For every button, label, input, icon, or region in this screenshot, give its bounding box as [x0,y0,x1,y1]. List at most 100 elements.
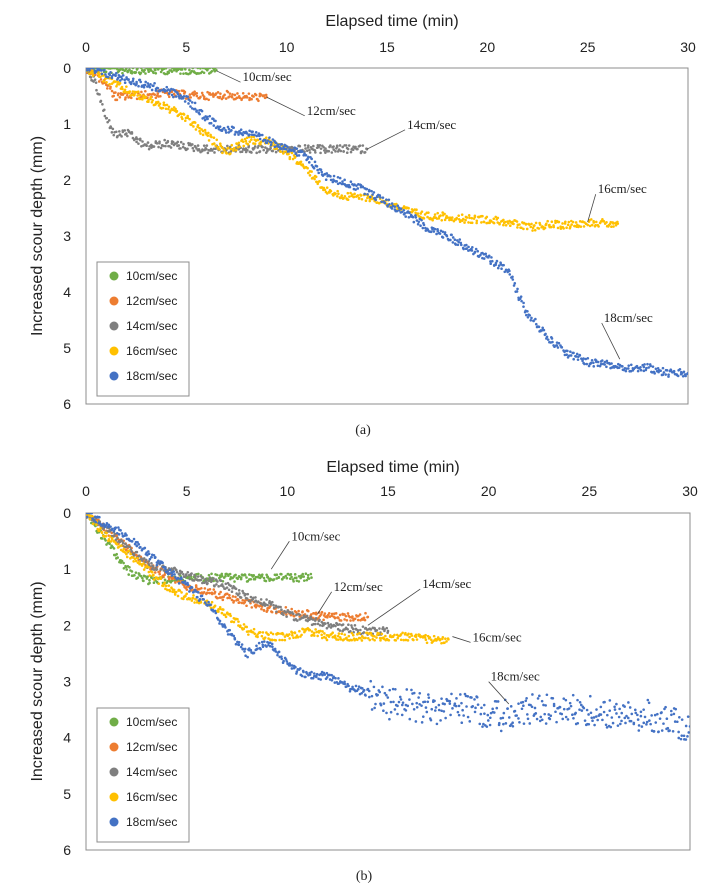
data-point [268,638,272,642]
annotation-label: 10cm/sec [291,528,340,543]
data-point [492,221,496,225]
data-point [266,139,270,142]
data-point [300,633,303,637]
data-point [217,610,220,613]
annotation-label: 16cm/sec [598,181,647,196]
data-point [139,80,143,84]
data-point [284,574,288,578]
data-point [312,144,315,148]
data-point [417,220,421,224]
data-point [280,638,284,642]
data-point [319,629,322,633]
x-tick-label: 10 [280,483,296,499]
data-point [344,144,348,147]
data-point [101,102,104,106]
data-point [242,623,246,626]
data-point [270,642,274,646]
data-point [196,595,199,599]
data-point [249,577,253,581]
data-point [340,194,344,197]
data-point [373,634,376,638]
data-point [468,216,471,220]
data-point [345,636,348,640]
data-point [157,582,161,585]
data-point [617,366,621,369]
data-point [256,647,259,650]
data-point [402,208,406,212]
data-point [610,362,613,365]
data-point [237,640,241,644]
data-point [282,659,285,663]
data-point [356,633,359,636]
data-point [453,238,457,242]
data-point [175,570,179,574]
data-point [624,369,628,373]
data-point [429,638,433,642]
data-point [176,576,180,580]
data-point [665,369,669,372]
data-point [128,545,132,549]
data-point [678,715,681,719]
data-point [361,185,365,189]
data-point [364,199,368,202]
data-point [400,713,404,717]
data-point [228,628,232,632]
data-point [116,556,119,559]
data-point [542,703,545,707]
data-point [149,96,153,99]
data-point [592,365,596,368]
data-point [224,574,227,578]
data-point [305,578,309,582]
data-point [291,157,295,161]
data-point [238,601,241,604]
data-point [151,99,155,102]
data-point [336,634,340,638]
data-point [455,216,459,220]
data-point [569,225,572,229]
data-point [111,538,114,541]
data-point [404,215,408,218]
data-point [210,135,213,139]
data-point [395,209,399,213]
data-point [257,600,260,603]
data-point [197,72,201,75]
data-point [490,256,493,259]
data-point [383,691,387,695]
data-point [126,70,129,74]
data-point [195,91,199,95]
legend-marker [109,742,119,752]
data-point [243,650,246,653]
data-point [127,78,130,81]
data-point [645,366,648,370]
data-point [226,633,230,636]
x-tick-label: 30 [682,483,698,499]
data-point [482,257,486,260]
data-point [123,545,126,549]
data-point [155,142,159,145]
data-point [434,706,438,709]
data-point [290,607,293,611]
data-point [552,225,556,229]
data-point [664,373,667,376]
data-point [225,586,229,589]
data-point [357,685,361,688]
data-point [551,340,554,344]
data-point [292,636,295,640]
data-point [613,708,617,711]
data-point [476,703,480,706]
data-point [166,588,169,592]
data-point [349,150,353,154]
data-point [156,100,160,104]
data-point [214,144,217,148]
data-point [132,552,136,556]
data-point [418,633,421,637]
data-point [675,720,679,724]
data-point [410,634,414,637]
data-point [148,574,152,577]
data-point [125,93,129,97]
data-point [264,579,268,583]
data-point [368,695,371,699]
data-point [265,573,268,577]
data-point [457,704,461,708]
data-point [221,585,225,588]
